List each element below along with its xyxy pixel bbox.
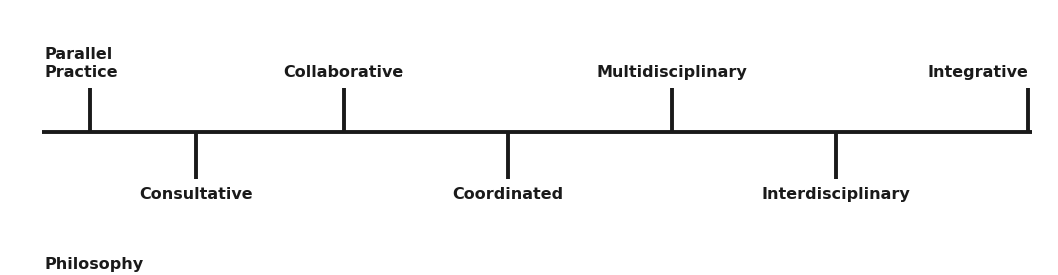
Text: Interdisciplinary: Interdisciplinary	[762, 187, 910, 202]
Text: Parallel
Practice: Parallel Practice	[44, 47, 118, 80]
Text: Multidisciplinary: Multidisciplinary	[597, 65, 747, 80]
Text: Coordinated: Coordinated	[452, 187, 564, 202]
Text: Collaborative: Collaborative	[284, 65, 404, 80]
Text: Philosophy: Philosophy	[44, 257, 144, 272]
Text: Integrative: Integrative	[928, 65, 1028, 80]
Text: Consultative: Consultative	[139, 187, 253, 202]
